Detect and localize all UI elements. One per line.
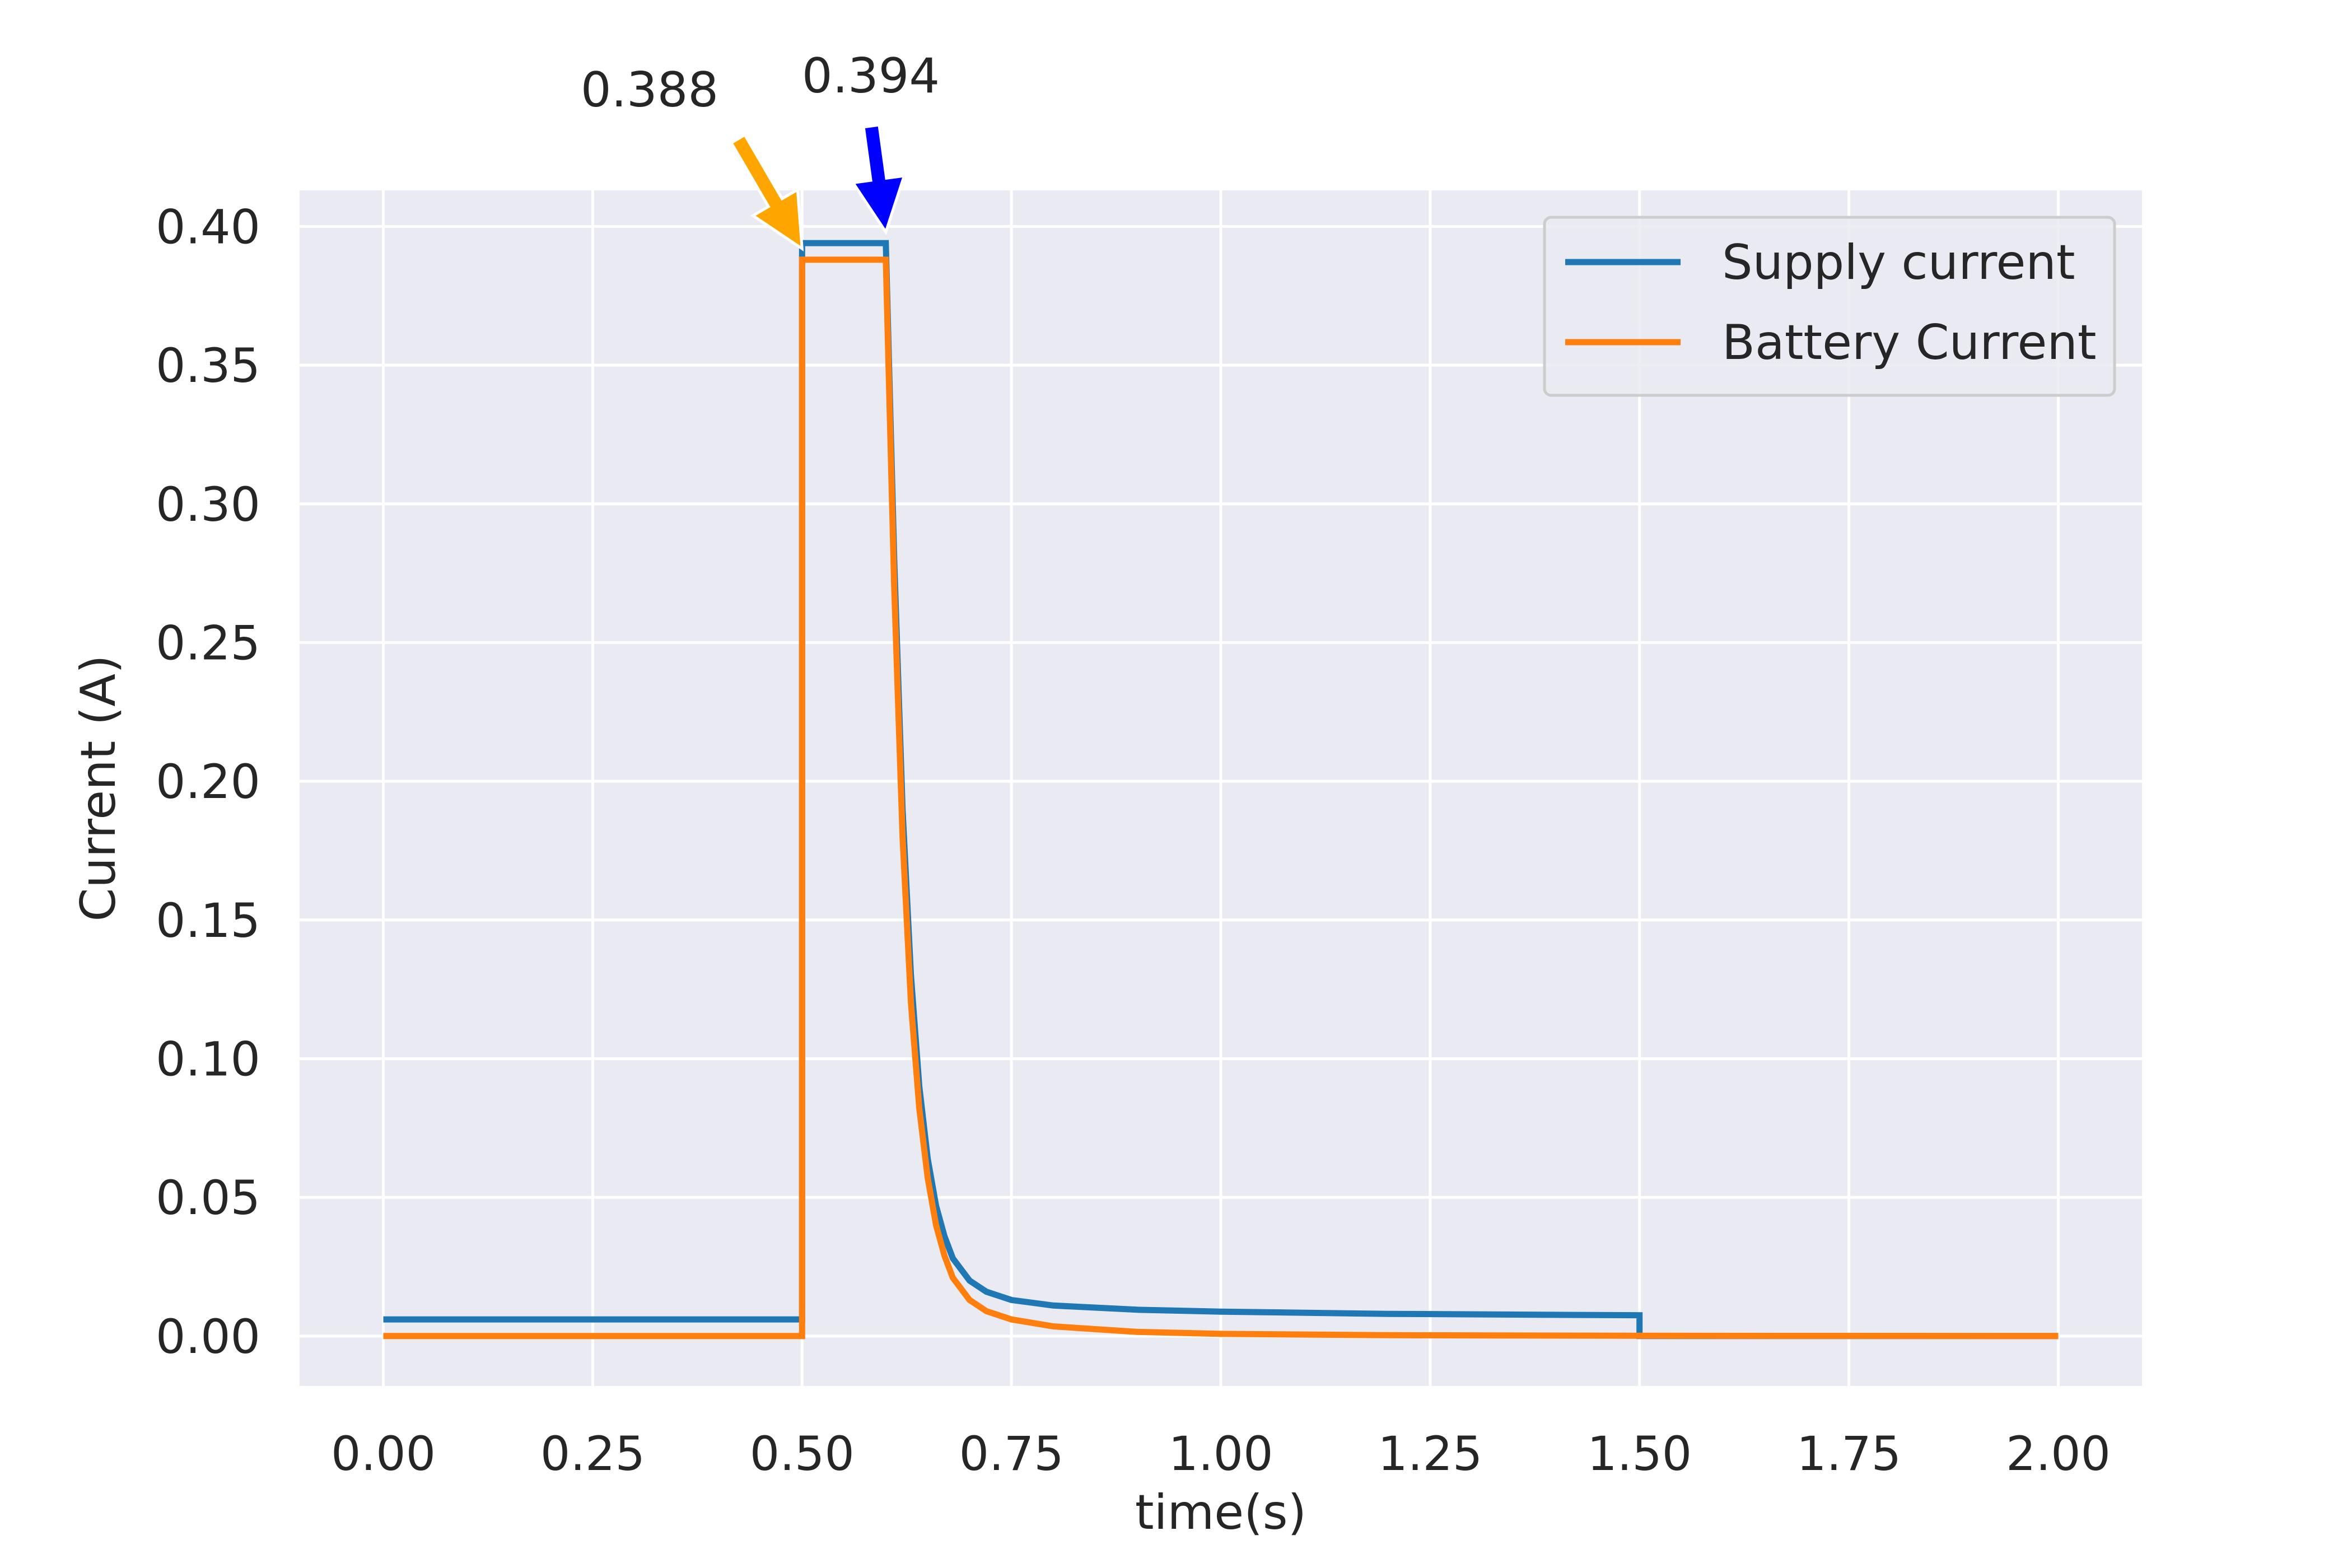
legend-label: Supply current	[1722, 235, 2075, 291]
y-tick-label: 0.00	[156, 1309, 260, 1364]
legend: Supply current Battery Current	[1543, 216, 2116, 397]
y-axis-label: Current (A)	[71, 655, 127, 921]
annotations: 0.388 0.394	[581, 48, 940, 251]
x-tick-label: 2.00	[2006, 1426, 2111, 1481]
y-tick-label: 0.35	[156, 338, 260, 393]
legend-frame	[1543, 216, 2116, 397]
y-tick-label: 0.30	[156, 477, 260, 532]
x-tick-label: 0.75	[959, 1426, 1064, 1481]
x-tick-label: 1.50	[1587, 1426, 1692, 1481]
y-tick-label: 0.40	[156, 199, 260, 254]
x-tick-label: 0.00	[331, 1426, 436, 1481]
y-tick-label: 0.20	[156, 754, 260, 809]
x-tick-label: 0.50	[750, 1426, 855, 1481]
annotation-label: 0.394	[802, 48, 940, 104]
y-tick-label: 0.05	[156, 1170, 260, 1225]
annotation-arrow	[851, 123, 907, 235]
y-tick-label: 0.25	[156, 615, 260, 670]
x-tick-label: 1.25	[1378, 1426, 1482, 1481]
x-axis-label: time(s)	[1135, 1485, 1306, 1541]
annotation-label: 0.388	[581, 62, 718, 118]
annotation-arrow	[729, 133, 804, 251]
y-tick-label: 0.10	[156, 1032, 260, 1086]
x-tick-label: 1.75	[1796, 1426, 1901, 1481]
series-lines	[383, 240, 2059, 1340]
legend-label: Battery Current	[1722, 315, 2097, 371]
series-line-1	[383, 256, 2059, 1340]
tick-labels: 0.00 0.25 0.50 0.75 1.00 1.25 1.50 1.75 2.00 0.00…	[156, 199, 2111, 1481]
x-tick-label: 1.00	[1168, 1426, 1273, 1481]
y-tick-label: 0.15	[156, 893, 260, 948]
x-tick-label: 0.25	[540, 1426, 645, 1481]
